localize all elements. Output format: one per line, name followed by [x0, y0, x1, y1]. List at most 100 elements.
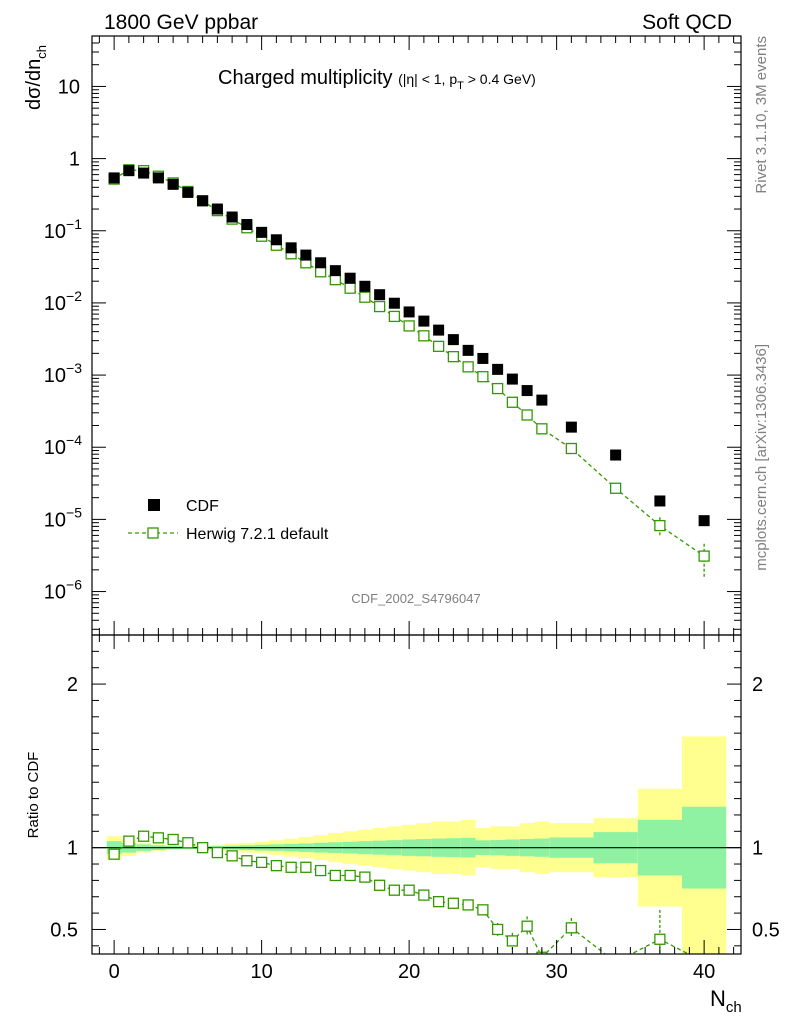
analysis-id-watermark: CDF_2002_S4796047 [351, 591, 480, 606]
cdf-point [374, 289, 386, 301]
herwig-point [403, 320, 415, 332]
ratio-y-tick-label-right: 0.5 [752, 919, 780, 941]
cdf-point [285, 242, 297, 254]
ratio-herwig-point [388, 884, 401, 896]
main-y-tick-label: 10−3 [44, 360, 82, 387]
ratio-y-tick-label-right: 1 [752, 838, 763, 860]
ratio-herwig-point [418, 889, 430, 901]
herwig-point [344, 282, 356, 294]
ratio-herwig-point [167, 833, 179, 846]
cdf-point [344, 272, 356, 284]
ratio-frame [91, 634, 742, 955]
legend-cdf-marker [148, 499, 160, 511]
process-label: Soft QCD [642, 11, 732, 34]
x-axis-label: Nch [710, 986, 742, 1016]
axes: 0 10 20 30 40 10−6 10−5 10−4 10−3 10−2 10−1 1 10 0.5 0… [44, 35, 780, 983]
ratio-herwig-point [611, 957, 621, 967]
ratio-herwig-point [108, 848, 120, 860]
ratio-y-axis-label: Ratio to CDF [25, 752, 42, 839]
ratio-herwig-point [477, 904, 489, 916]
cdf-point [521, 385, 533, 397]
herwig-point [536, 423, 548, 435]
herwig-point [359, 291, 371, 303]
x-tick-label: 10 [251, 961, 273, 983]
main-y-tick-label: 10−1 [44, 216, 82, 243]
herwig-point [462, 361, 474, 373]
ratio-herwig-point [300, 861, 312, 873]
herwig-point [506, 396, 519, 408]
cdf-point [152, 172, 164, 184]
legend: CDF Herwig 7.2.1 default [128, 498, 329, 543]
ratio-herwig-point [211, 846, 224, 859]
ratio-herwig-point [654, 933, 666, 945]
herwig-point [432, 340, 445, 353]
ratio-y-tick-label-left: 2 [67, 674, 78, 696]
ratio-herwig-point [270, 860, 283, 872]
ratio-herwig-point [403, 884, 415, 896]
ratio-herwig-point [182, 837, 194, 849]
main-frame [91, 35, 742, 636]
ratio-herwig-point [123, 835, 135, 847]
cdf-point [241, 219, 253, 231]
ratio-herwig-point [241, 855, 253, 867]
cdf-point [418, 315, 430, 327]
cdf-point [226, 211, 238, 223]
legend-herwig-marker [147, 527, 159, 539]
ratio-herwig-point [565, 922, 578, 934]
cdf-point [211, 203, 223, 215]
cdf-point [167, 178, 179, 190]
herwig-line [113, 169, 705, 557]
main-y-tick-label: 1 [69, 149, 80, 171]
x-tick-label: 20 [398, 961, 420, 983]
cdf-point [447, 334, 459, 346]
ratio-y-tick-label-right: 2 [752, 674, 763, 696]
herwig-point [609, 482, 622, 494]
x-tick-label: 0 [109, 961, 120, 983]
ratio-herwig-point [373, 879, 386, 891]
ratio-herwig-point [447, 897, 460, 909]
x-tick-label: 40 [693, 961, 715, 983]
main-y-tick-label: 10−2 [44, 288, 82, 315]
herwig-point [521, 409, 533, 421]
herwig-point [373, 300, 386, 313]
cdf-point [388, 297, 400, 309]
ratio-herwig-line [113, 835, 690, 954]
herwig-point [418, 330, 430, 342]
herwig-point [477, 371, 489, 383]
cdf-point [138, 167, 150, 179]
main-y-tick-label: 10−4 [44, 432, 82, 459]
cdf-point [477, 352, 489, 364]
ratio-herwig-point [432, 896, 445, 908]
herwig-point [314, 266, 327, 278]
cdf-point [698, 515, 710, 527]
ratio-herwig-point [226, 850, 238, 862]
cdf-point [565, 421, 577, 433]
x-tick-label: 30 [546, 961, 568, 983]
ratio-herwig-point [359, 871, 371, 883]
cdf-point [300, 249, 312, 261]
herwig-point [388, 310, 401, 323]
ratio-y-tick-label-left: 1 [67, 838, 78, 860]
plot-title: Charged multiplicity (|η| < 1, pT > 0.4 … [218, 67, 536, 92]
cdf-point [536, 394, 548, 406]
rivet-version-label: Rivet 3.1.10, 3M events [753, 36, 770, 194]
main-panel-data [108, 164, 710, 577]
cdf-point [654, 495, 666, 507]
cdf-point [359, 280, 371, 292]
ratio-herwig-point [285, 861, 297, 873]
ratio-herwig-point [152, 832, 165, 844]
main-y-tick-label: 10 [58, 76, 80, 98]
cdf-point [433, 324, 445, 336]
herwig-point [565, 442, 578, 455]
ratio-herwig-point [521, 920, 533, 932]
main-y-tick-label: 10−5 [44, 504, 82, 531]
cdf-point [506, 373, 518, 385]
cdf-point [462, 344, 474, 356]
ratio-herwig-point [255, 856, 268, 869]
cdf-point [123, 165, 135, 177]
main-y-axis-label: dσ/dnch [23, 45, 49, 110]
cdf-point [329, 265, 341, 277]
herwig-point [698, 550, 710, 562]
herwig-point [447, 351, 460, 363]
